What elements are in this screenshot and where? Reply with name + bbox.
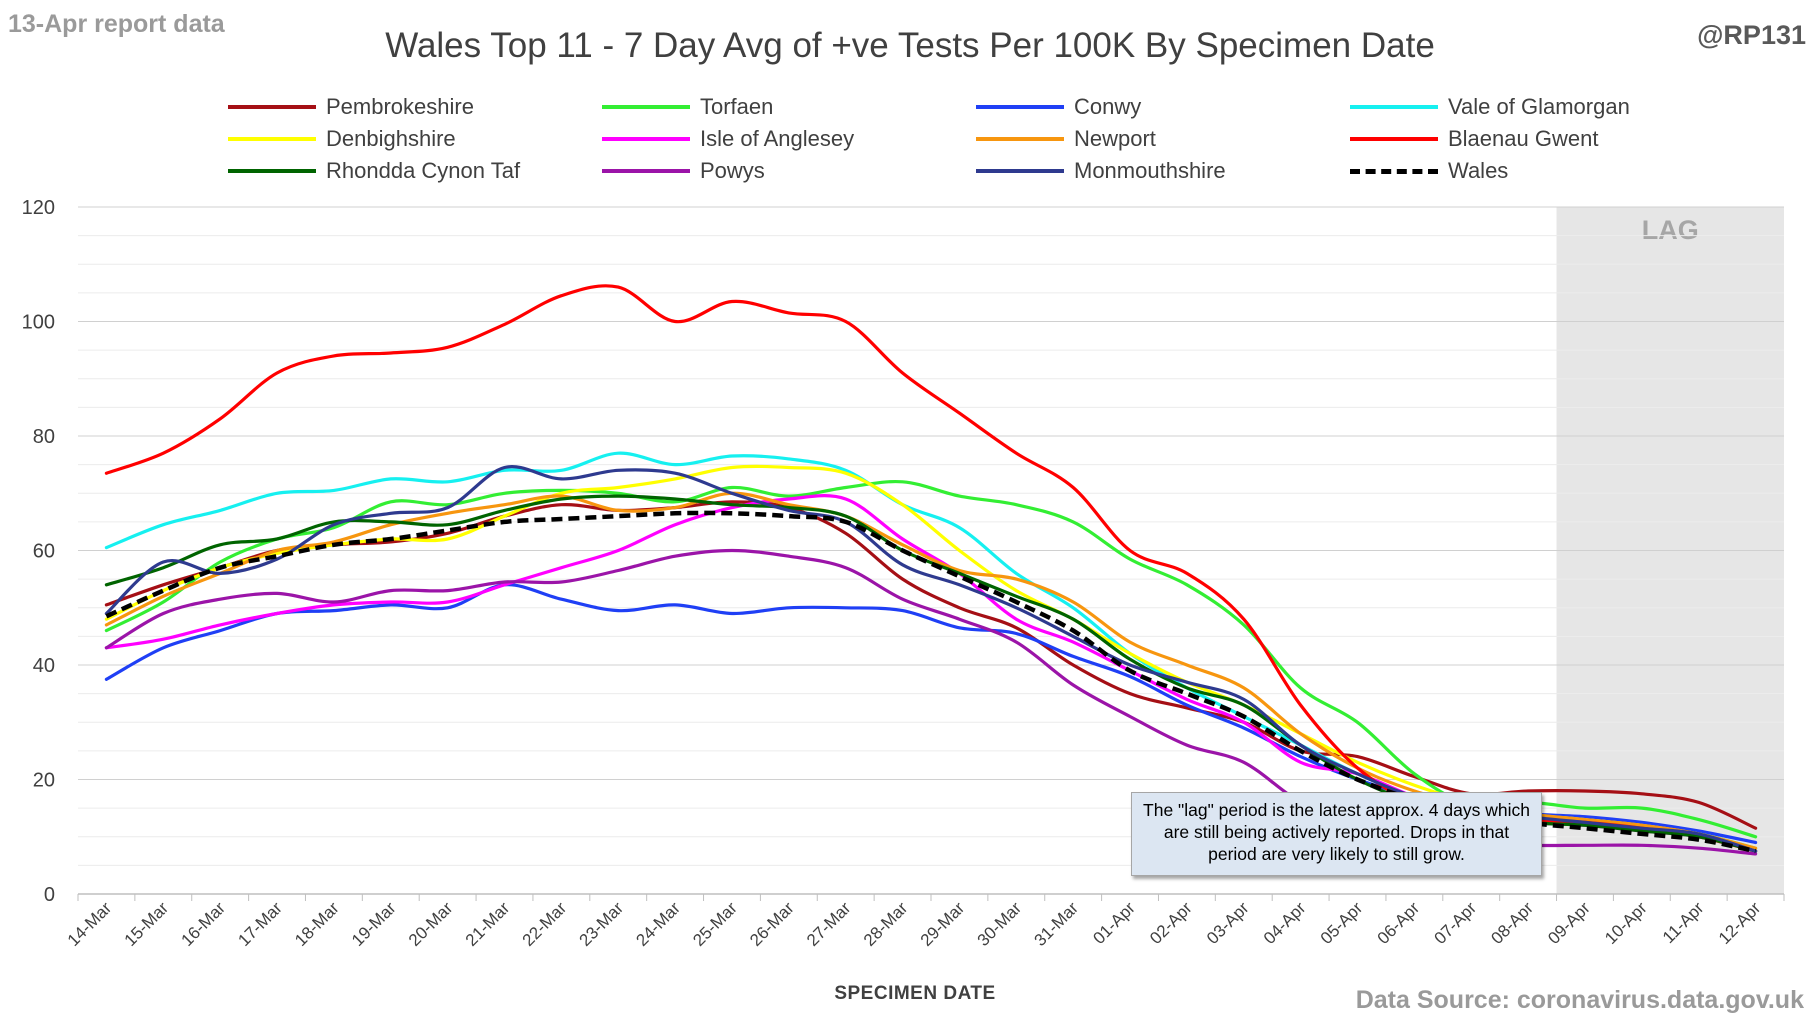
x-tick-label: 12-Apr — [1715, 898, 1765, 948]
legend-item: Conwy — [976, 92, 1141, 122]
legend-label: Isle of Anglesey — [700, 126, 855, 151]
x-tick-label: 23-Mar — [576, 898, 628, 950]
x-tick-label: 15-Mar — [121, 898, 173, 950]
legend-swatch — [602, 137, 690, 141]
legend-item: Pembrokeshire — [228, 92, 474, 122]
x-tick-label: 04-Apr — [1260, 898, 1310, 948]
report-date-label: 13-Apr report data — [8, 10, 225, 38]
chart-legend: Pembrokeshire Torfaen Conwy Vale of Glamorg… — [220, 92, 1660, 192]
x-tick-label: 11-Apr — [1659, 898, 1708, 947]
x-tick-label: 20-Mar — [405, 898, 457, 950]
x-tick-label: 14-Mar — [64, 898, 116, 950]
x-tick-label: 06-Apr — [1374, 898, 1424, 948]
x-tick-label: 19-Mar — [348, 898, 400, 950]
legend-item: Rhondda Cynon Taf — [228, 156, 520, 186]
legend-swatch — [228, 169, 316, 173]
x-tick-label: 27-Mar — [803, 898, 855, 950]
legend-swatch — [1350, 137, 1438, 141]
legend-swatch — [1350, 105, 1438, 109]
x-axis-title: SPECIMEN DATE — [834, 983, 996, 1004]
lag-note-callout: The "lag" period is the latest approx. 4… — [1131, 792, 1542, 876]
legend-label: Pembrokeshire — [326, 94, 474, 119]
y-tick-label: 40 — [33, 655, 55, 677]
x-tick-label: 16-Mar — [177, 898, 229, 950]
x-tick-label: 21-Mar — [462, 898, 514, 950]
legend-swatch — [1350, 168, 1438, 174]
legend-item: Torfaen — [602, 92, 773, 122]
series-line-denbighshire — [104, 464, 1758, 850]
x-tick-label: 31-Mar — [1030, 898, 1082, 950]
x-tick-label: 17-Mar — [234, 898, 286, 950]
y-tick-label: 100 — [22, 312, 55, 334]
legend-swatch — [228, 137, 316, 141]
x-tick-label: 29-Mar — [917, 898, 969, 950]
legend-item: Monmouthshire — [976, 156, 1226, 186]
author-handle: @RP131 — [1697, 20, 1806, 50]
x-tick-label: 10-Apr — [1601, 898, 1651, 948]
legend-label: Powys — [700, 158, 765, 183]
legend-swatch — [602, 169, 690, 173]
legend-item: Denbighshire — [228, 124, 456, 154]
y-tick-label: 0 — [44, 884, 55, 906]
x-tick-label: 18-Mar — [291, 898, 343, 950]
x-tick-label: 08-Apr — [1487, 898, 1537, 948]
chart-title: Wales Top 11 - 7 Day Avg of +ve Tests Pe… — [385, 26, 1435, 65]
x-tick-label: 05-Apr — [1317, 898, 1367, 948]
legend-label: Monmouthshire — [1074, 158, 1226, 183]
legend-item: Newport — [976, 124, 1156, 154]
legend-label: Newport — [1074, 126, 1156, 151]
data-source-label: Data Source: coronavirus.data.gov.uk — [1355, 986, 1804, 1014]
y-tick-label: 20 — [33, 770, 55, 792]
legend-item: Powys — [602, 156, 765, 186]
x-tick-label: 01-Apr — [1089, 898, 1139, 948]
legend-swatch — [602, 105, 690, 109]
legend-label: Blaenau Gwent — [1448, 126, 1599, 151]
x-tick-label: 24-Mar — [632, 898, 684, 950]
x-tick-label: 02-Apr — [1146, 898, 1196, 948]
x-tick-label: 30-Mar — [974, 898, 1026, 950]
y-tick-label: 120 — [22, 197, 55, 219]
legend-swatch — [976, 137, 1064, 141]
legend-label: Conwy — [1074, 94, 1142, 119]
legend-item: Vale of Glamorgan — [1350, 92, 1630, 122]
legend-item: Blaenau Gwent — [1350, 124, 1598, 154]
legend-label: Rhondda Cynon Taf — [326, 158, 521, 183]
y-tick-label: 80 — [33, 426, 55, 448]
legend-label: Torfaen — [700, 94, 774, 119]
x-tick-label: 28-Mar — [860, 898, 912, 950]
x-tick-label: 26-Mar — [746, 898, 798, 950]
legend-swatch — [976, 169, 1064, 173]
x-tick-label: 22-Mar — [519, 898, 571, 950]
legend-item: Isle of Anglesey — [602, 124, 854, 154]
series-line-vale-of-glamorgan — [104, 451, 1758, 850]
x-tick-label: 09-Apr — [1544, 898, 1594, 948]
x-tick-label: 25-Mar — [689, 898, 741, 950]
legend-label: Vale of Glamorgan — [1448, 94, 1630, 119]
legend-label: Wales — [1448, 158, 1509, 183]
x-tick-label: 03-Apr — [1203, 898, 1253, 948]
series-line-blaenau-gwent — [104, 284, 1758, 853]
legend-swatch — [228, 105, 316, 109]
x-tick-label: 07-Apr — [1431, 898, 1481, 948]
y-tick-label: 60 — [33, 541, 55, 563]
lag-label: LAG — [1642, 215, 1699, 245]
legend-item: Wales — [1350, 156, 1508, 186]
legend-swatch — [976, 105, 1064, 109]
legend-label: Denbighshire — [326, 126, 456, 151]
